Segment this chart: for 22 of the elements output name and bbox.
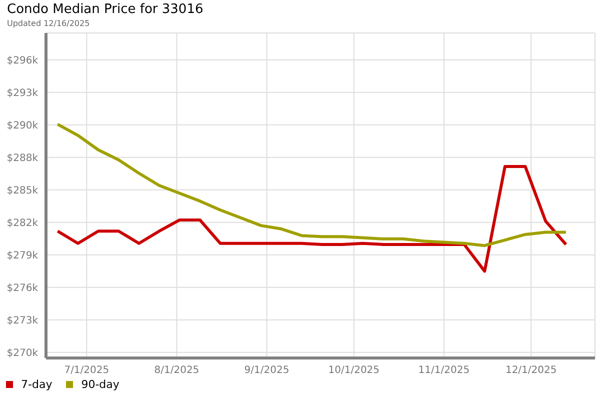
y-tick-label: $285k [6, 185, 38, 196]
legend-label: 90-day [81, 378, 120, 391]
y-tick-label: $279k [6, 250, 38, 262]
y-tick-label: $282k [6, 218, 38, 229]
line-series [56, 122, 568, 248]
legend-label: 7-day [21, 378, 52, 391]
y-tick-label: $293k [6, 88, 38, 99]
y-tick-label: $270k [6, 348, 38, 359]
x-tick-label: 8/1/2025 [154, 365, 200, 376]
x-tick-label: 12/1/2025 [505, 365, 557, 376]
x-tick-label: 10/1/2025 [328, 365, 380, 376]
y-tick-label: $273k [6, 315, 38, 326]
y-tick-label: $296k [6, 55, 38, 66]
chart-subtitle: Updated 12/16/2025 [7, 19, 90, 28]
x-tick-label: 9/1/2025 [244, 365, 290, 376]
y-tick-label: $290k [6, 120, 38, 132]
chart-title: Condo Median Price for 33016 [7, 2, 204, 17]
y-tick-label: $276k [6, 282, 38, 294]
line-series [56, 165, 568, 273]
x-tick-label: 11/1/2025 [418, 365, 470, 376]
x-tick-label: 7/1/2025 [64, 365, 110, 376]
y-tick-label: $288k [6, 152, 38, 164]
